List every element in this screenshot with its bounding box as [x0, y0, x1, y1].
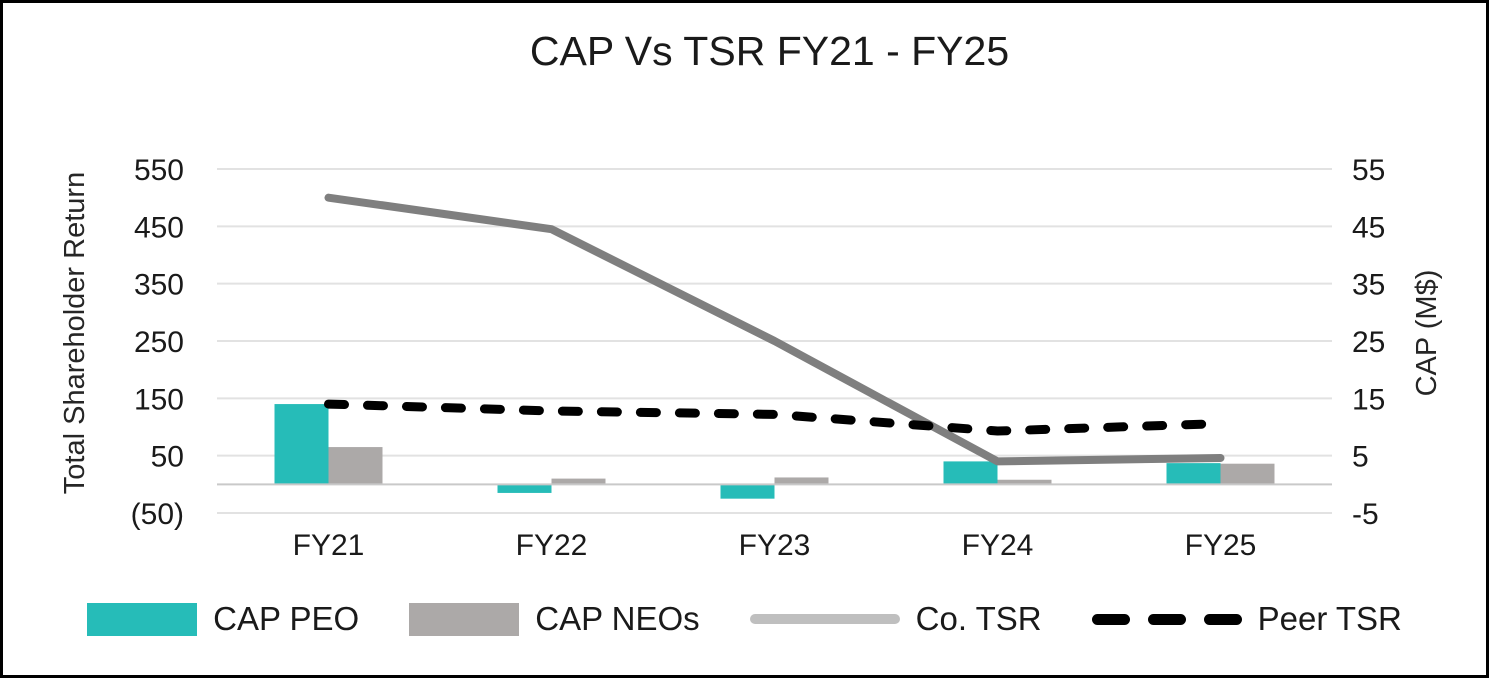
line-co-tsr: [324, 193, 1225, 466]
dash-segment: [1203, 613, 1242, 625]
line-peer-tsr: [324, 399, 1225, 436]
bar-cap-peo-fy25: [1166, 463, 1221, 485]
bar-cap-peo-fy21: [274, 404, 329, 485]
cap-neos-swatch-icon: [409, 602, 520, 636]
x-axis-tick-label: FY23: [739, 529, 811, 562]
left-axis-tick-label: 450: [134, 211, 184, 244]
legend-label: CAP PEO: [213, 600, 360, 637]
co-tsr-swatch-icon: [749, 614, 900, 624]
x-axis-tick-label: FY24: [962, 529, 1034, 562]
legend-label: Co. TSR: [915, 600, 1042, 637]
bar-cap-neos-fy23: [774, 477, 829, 485]
plot-svg: 550 55 450 45 350 35 250 25 150 15 50 5 (50) -5 FY21 FY…: [131, 154, 1386, 562]
left-axis-tick-label: 50: [151, 441, 184, 474]
right-axis-tick-label: 5: [1352, 441, 1369, 474]
right-axis-tick-label: 25: [1352, 326, 1385, 359]
cap-peo-swatch-icon: [87, 602, 198, 636]
bar-cap-neos-fy24: [997, 479, 1052, 485]
bar-cap-neos-fy21: [328, 447, 383, 485]
bar-cap-peo-fy24: [943, 461, 998, 485]
legend-item-cap-neos: CAP NEOs: [409, 600, 700, 638]
left-axis-tick-label: 150: [134, 383, 184, 416]
chart-title: CAP Vs TSR FY21 - FY25: [529, 28, 1010, 74]
dash-segment: [1091, 613, 1130, 625]
legend-item-peer-tsr: Peer TSR: [1091, 600, 1402, 638]
left-axis-tick-label: 550: [134, 154, 184, 187]
legend-item-cap-peo: CAP PEO: [87, 600, 359, 638]
right-axis-tick-label: 45: [1352, 211, 1385, 244]
peer-tsr-swatch-icon: [1091, 613, 1242, 625]
right-axis-tick-label: -5: [1352, 498, 1379, 531]
x-axis-tick-label: FY22: [516, 529, 588, 562]
bar-cap-peo-fy23: [720, 484, 775, 499]
right-axis-tick-label: 35: [1352, 269, 1385, 302]
bar-cap-peo-fy22: [497, 484, 552, 493]
x-axis-tick-label: FY21: [293, 529, 365, 562]
legend-item-co-tsr: Co. TSR: [749, 600, 1042, 638]
right-axis-tick-label: 55: [1352, 154, 1385, 187]
left-axis-tick-label: 250: [134, 326, 184, 359]
legend-label: Peer TSR: [1257, 600, 1402, 637]
bar-cap-neos-fy22: [551, 478, 606, 485]
legend-label: CAP NEOs: [535, 600, 700, 637]
left-axis-tick-label: 350: [134, 269, 184, 302]
dash-segment: [1147, 613, 1186, 625]
bar-cap-neos-fy25: [1220, 463, 1275, 485]
right-axis-tick-label: 15: [1352, 383, 1385, 416]
x-axis-tick-label: FY25: [1185, 529, 1257, 562]
left-axis-tick-label: (50): [131, 498, 184, 531]
legend: CAP PEO CAP NEOs Co. TSR Peer TSR: [3, 600, 1486, 638]
